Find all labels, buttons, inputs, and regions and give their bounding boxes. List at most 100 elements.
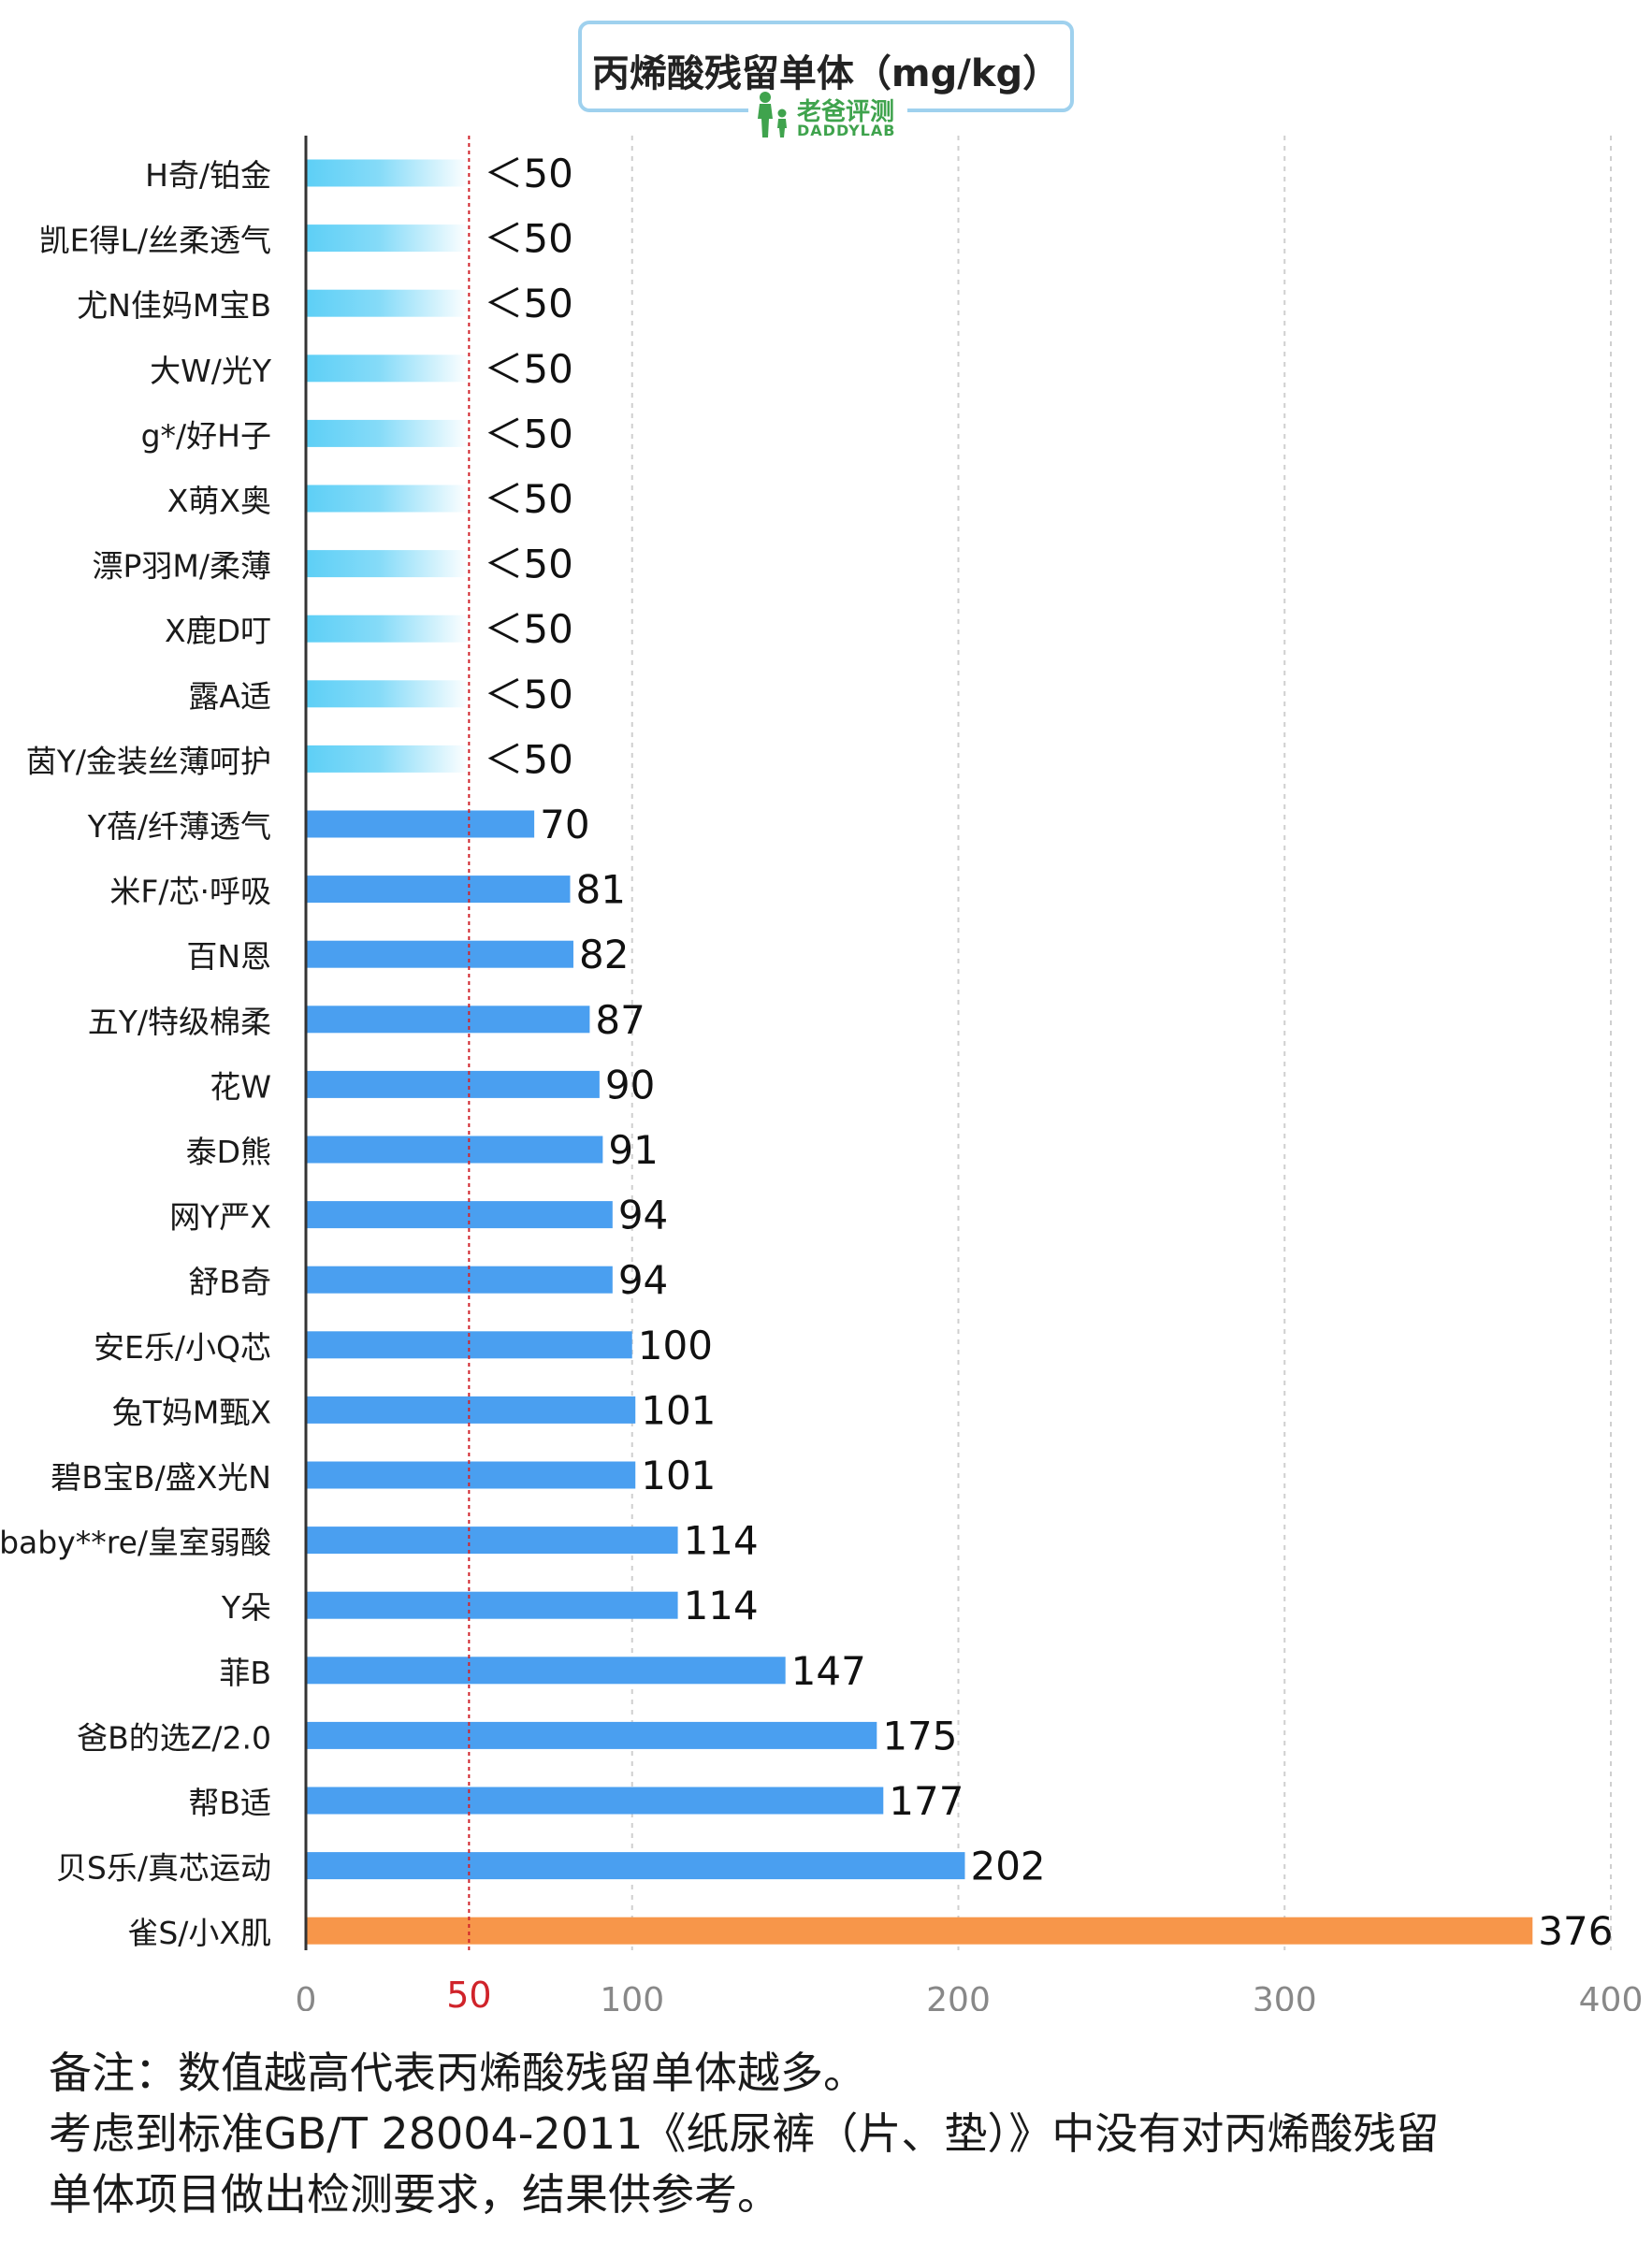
category-label: 米F/芯·呼吸 bbox=[109, 874, 271, 910]
bar bbox=[306, 1917, 1533, 1945]
category-label: 尤N佳妈M宝B bbox=[77, 287, 271, 324]
value-label: 101 bbox=[641, 1453, 716, 1498]
value-label: 376 bbox=[1538, 1908, 1613, 1954]
category-label: Y蓓/纤薄透气 bbox=[87, 808, 271, 845]
value-label: 81 bbox=[575, 867, 625, 913]
bar bbox=[306, 1006, 590, 1034]
value-label: 90 bbox=[605, 1062, 655, 1107]
category-label: 菲B bbox=[219, 1655, 271, 1691]
value-label: ＜50 bbox=[484, 542, 572, 587]
bar bbox=[306, 1852, 965, 1880]
logo: 老爸评测 DADDYLAB bbox=[748, 91, 907, 141]
value-label: 114 bbox=[684, 1583, 759, 1628]
value-label: 94 bbox=[618, 1193, 668, 1238]
value-label: ＜50 bbox=[484, 216, 572, 262]
bar bbox=[306, 940, 573, 968]
logo-text-en: DADDYLAB bbox=[797, 122, 896, 139]
value-label: ＜50 bbox=[484, 151, 572, 196]
category-label: 凯E得L/丝柔透气 bbox=[39, 223, 271, 259]
value-label: ＜50 bbox=[484, 476, 572, 522]
chart-title: 丙烯酸残留单体（mg/kg） bbox=[591, 52, 1061, 95]
bar bbox=[306, 1657, 786, 1685]
bar bbox=[306, 485, 470, 513]
note-line-3: 单体项目做出检测要求，结果供参考。 bbox=[49, 2169, 780, 2220]
category-label: 泰D熊 bbox=[186, 1134, 271, 1170]
category-label: H奇/铂金 bbox=[145, 157, 271, 194]
category-label: 五Y/特级棉柔 bbox=[88, 1004, 271, 1040]
category-label: g*/好H子 bbox=[141, 417, 271, 454]
bar bbox=[306, 1070, 600, 1098]
category-label: 贝S乐/真芯运动 bbox=[56, 1850, 271, 1887]
value-label: 175 bbox=[882, 1713, 957, 1758]
bar-chart: H奇/铂金 ＜50 凯E得L/丝柔透气 ＜50 尤N佳妈M宝B ＜50 大W/光Y ＜50 g*… bbox=[0, 136, 1643, 2011]
note-line-1: 备注：数值越高代表丙烯酸残留单体越多。 bbox=[49, 2048, 866, 2098]
value-label: 87 bbox=[595, 997, 645, 1043]
value-label: 177 bbox=[889, 1778, 964, 1824]
bars bbox=[306, 159, 1533, 1945]
bar bbox=[306, 745, 470, 773]
x-tick-label: 200 bbox=[926, 1981, 991, 2011]
value-label: ＜50 bbox=[484, 411, 572, 456]
category-label: 花W bbox=[210, 1068, 271, 1105]
category-label: 碧B宝B/盛X光N bbox=[51, 1459, 271, 1496]
value-label: ＜50 bbox=[484, 281, 572, 326]
category-label: 露A适 bbox=[188, 678, 271, 715]
value-label: 202 bbox=[970, 1844, 1045, 1889]
bar bbox=[306, 1136, 603, 1164]
bar bbox=[306, 1201, 613, 1229]
value-label: 94 bbox=[618, 1257, 668, 1303]
value-label: ＜50 bbox=[484, 346, 572, 392]
value-label: 70 bbox=[540, 802, 589, 847]
category-label: 网Y严X bbox=[169, 1199, 271, 1236]
category-label: X鹿D叮 bbox=[165, 613, 271, 649]
bar bbox=[306, 289, 470, 317]
note-line-2: 考虑到标准GB/T 28004-2011《纸尿裤（片、垫）》中没有对丙烯酸残留 bbox=[49, 2108, 1440, 2159]
value-label: 147 bbox=[791, 1648, 866, 1694]
axes bbox=[304, 136, 471, 1950]
category-label: 百N恩 bbox=[186, 938, 271, 975]
category-label: X萌X奥 bbox=[167, 483, 271, 519]
value-label: ＜50 bbox=[484, 606, 572, 652]
bar bbox=[306, 550, 470, 578]
category-label: 帮B适 bbox=[188, 1785, 271, 1821]
value-label: ＜50 bbox=[484, 672, 572, 717]
category-label: Y朵 bbox=[221, 1589, 271, 1626]
bar bbox=[306, 1721, 877, 1749]
reference-line-label: 50 bbox=[446, 1975, 491, 2011]
x-tick-label: 400 bbox=[1579, 1981, 1644, 2011]
value-label: ＜50 bbox=[484, 736, 572, 782]
bar bbox=[306, 159, 470, 187]
logo-text-cn: 老爸评测 bbox=[797, 98, 895, 126]
bar bbox=[306, 615, 470, 643]
x-tick-label: 300 bbox=[1253, 1981, 1317, 2011]
bar bbox=[306, 1461, 636, 1489]
bar bbox=[306, 1527, 678, 1555]
category-label: 茵Y/金装丝薄呵护 bbox=[26, 743, 271, 779]
parent-child-icon bbox=[758, 92, 787, 137]
category-label: 安E乐/小Q芯 bbox=[94, 1329, 271, 1366]
value-label: 114 bbox=[684, 1518, 759, 1564]
category-label: 雀S/小X肌 bbox=[127, 1915, 271, 1951]
bar bbox=[306, 1266, 613, 1294]
labels: H奇/铂金 ＜50 凯E得L/丝柔透气 ＜50 尤N佳妈M宝B ＜50 大W/光Y ＜50 g*… bbox=[0, 151, 1643, 2011]
value-label: 82 bbox=[579, 932, 629, 977]
bar bbox=[306, 810, 535, 838]
grid-lines bbox=[630, 136, 1612, 1950]
category-label: 兔T妈M甄X bbox=[112, 1394, 271, 1430]
value-label: 91 bbox=[608, 1127, 658, 1173]
category-label: 舒B奇 bbox=[188, 1264, 271, 1300]
bar bbox=[306, 224, 470, 253]
x-tick-label: 100 bbox=[600, 1981, 664, 2011]
category-label: 漂P羽M/柔薄 bbox=[93, 548, 272, 585]
value-label: 101 bbox=[641, 1387, 716, 1433]
bar bbox=[306, 1591, 678, 1619]
bar bbox=[306, 875, 571, 904]
value-label: 100 bbox=[638, 1323, 713, 1368]
category-label: 大W/光Y bbox=[150, 353, 272, 389]
bar bbox=[306, 680, 470, 708]
bar bbox=[306, 355, 470, 383]
category-label: baby**re/皇室弱酸 bbox=[0, 1525, 271, 1561]
category-label: 爸B的选Z/2.0 bbox=[77, 1719, 271, 1756]
x-tick-label: 0 bbox=[296, 1981, 317, 2011]
bar bbox=[306, 1787, 884, 1815]
